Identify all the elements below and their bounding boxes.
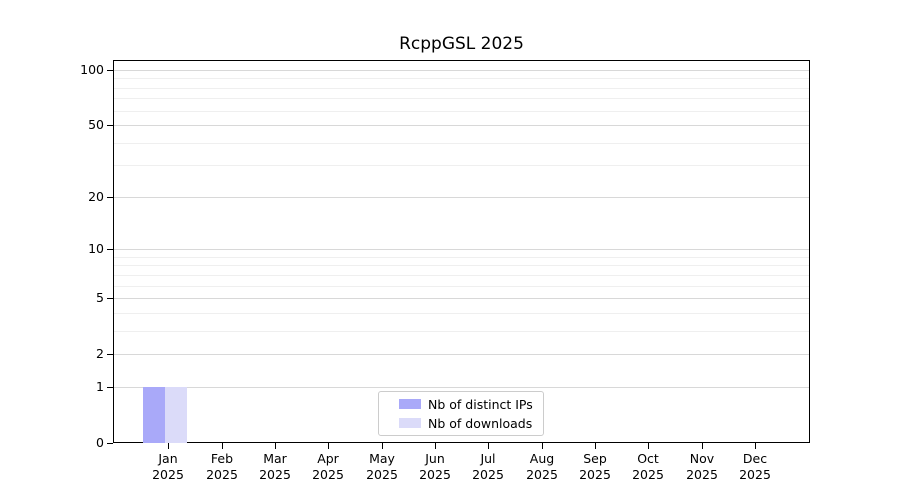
y-tick (107, 249, 113, 250)
y-tick (107, 70, 113, 71)
x-tick-month: Jan (158, 451, 178, 466)
y-tick-label: 0 (96, 435, 104, 450)
gridline-major (114, 387, 809, 388)
x-tick-label: Jan 2025 (138, 451, 198, 482)
x-tick-year: 2025 (472, 466, 504, 482)
y-tick (107, 387, 113, 388)
legend-swatch (399, 418, 421, 428)
x-tick-label: Nov 2025 (672, 451, 732, 482)
gridline-minor (114, 88, 809, 89)
x-tick (595, 443, 596, 449)
y-tick (107, 443, 113, 444)
x-tick-label: Jul 2025 (458, 451, 518, 482)
x-tick-year: 2025 (579, 466, 611, 482)
x-tick-label: May 2025 (352, 451, 412, 482)
gridline-minor (114, 265, 809, 266)
x-tick-year: 2025 (312, 466, 344, 482)
x-tick-label: Jun 2025 (405, 451, 465, 482)
x-tick-label: Aug 2025 (512, 451, 572, 482)
legend-label: Nb of distinct IPs (428, 396, 533, 412)
gridline-minor (114, 165, 809, 166)
y-tick-label: 1 (96, 379, 104, 394)
y-tick-label: 10 (88, 241, 104, 256)
gridline-minor (114, 111, 809, 112)
bar (143, 387, 165, 443)
gridline-minor (114, 313, 809, 314)
chart-title: RcppGSL 2025 (399, 34, 524, 54)
x-tick (222, 443, 223, 449)
x-tick-month: Apr (317, 451, 339, 466)
gridline-major (114, 125, 809, 126)
gridline-minor (114, 275, 809, 276)
y-tick-label: 100 (80, 62, 104, 77)
x-tick-month: Feb (210, 451, 234, 466)
x-tick-year: 2025 (419, 466, 451, 482)
y-tick-label: 50 (88, 117, 104, 132)
x-tick-month: Mar (263, 451, 287, 466)
legend-label: Nb of downloads (428, 415, 533, 431)
x-tick-month: Sep (583, 451, 607, 466)
y-tick (107, 354, 113, 355)
x-tick-month: Jun (425, 451, 445, 466)
y-tick-label: 2 (96, 346, 104, 361)
x-tick-year: 2025 (632, 466, 664, 482)
gridline-major (114, 70, 809, 71)
x-tick-month: Aug (529, 451, 555, 466)
y-tick-label: 20 (88, 189, 104, 204)
x-tick-month: May (369, 451, 395, 466)
x-tick-label: Dec 2025 (725, 451, 785, 482)
x-tick-year: 2025 (366, 466, 398, 482)
gridline-minor (114, 98, 809, 99)
x-tick (488, 443, 489, 449)
x-tick (702, 443, 703, 449)
x-tick (435, 443, 436, 449)
x-tick-year: 2025 (259, 466, 291, 482)
gridline-major (114, 354, 809, 355)
x-tick-label: Apr 2025 (298, 451, 358, 482)
x-tick-label: Mar 2025 (245, 451, 305, 482)
y-tick (107, 197, 113, 198)
y-tick (107, 298, 113, 299)
x-tick-month: Oct (637, 451, 659, 466)
gridline-minor (114, 257, 809, 258)
x-tick-month: Jul (480, 451, 496, 466)
x-tick-month: Nov (689, 451, 715, 466)
legend-swatch (399, 399, 421, 409)
x-tick-year: 2025 (526, 466, 558, 482)
x-tick-year: 2025 (206, 466, 238, 482)
bar (165, 387, 187, 443)
x-tick-label: Feb 2025 (192, 451, 252, 482)
gridline-minor (114, 286, 809, 287)
gridline-major (114, 249, 809, 250)
x-tick (755, 443, 756, 449)
x-tick-year: 2025 (152, 466, 184, 482)
x-tick-year: 2025 (686, 466, 718, 482)
legend-item: Nb of distinct IPs (399, 396, 535, 412)
plot-area (113, 60, 810, 443)
x-tick-label: Sep 2025 (565, 451, 625, 482)
x-tick-label: Oct 2025 (618, 451, 678, 482)
x-tick (275, 443, 276, 449)
legend-item: Nb of downloads (399, 415, 535, 431)
x-tick (382, 443, 383, 449)
x-tick (542, 443, 543, 449)
x-tick-year: 2025 (739, 466, 771, 482)
y-tick-label: 5 (96, 290, 104, 305)
x-tick (648, 443, 649, 449)
legend: Nb of distinct IPs Nb of downloads (378, 391, 544, 436)
gridline-major (114, 298, 809, 299)
x-tick (168, 443, 169, 449)
gridline-minor (114, 143, 809, 144)
gridline-minor (114, 78, 809, 79)
gridline-major (114, 197, 809, 198)
x-tick (328, 443, 329, 449)
gridline-minor (114, 331, 809, 332)
x-tick-month: Dec (742, 451, 768, 466)
y-tick (107, 125, 113, 126)
